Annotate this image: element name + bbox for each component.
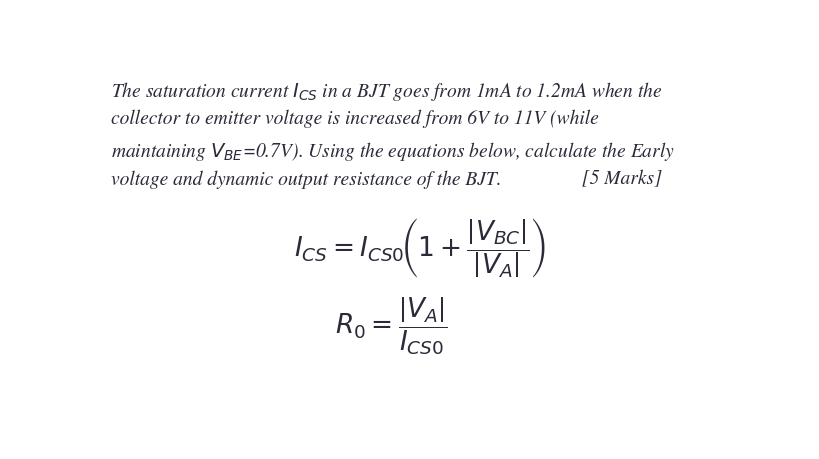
Text: voltage and dynamic output resistance of the BJT.: voltage and dynamic output resistance of… [111,170,501,188]
Text: [5 Marks]: [5 Marks] [581,170,661,188]
Text: maintaining $V_{BE}$=0.7V). Using the equations below, calculate the Early: maintaining $V_{BE}$=0.7V). Using the eq… [111,140,675,163]
Text: collector to emitter voltage is increased from 6V to 11V (while: collector to emitter voltage is increase… [111,110,599,128]
Text: $R_0 = \dfrac{\left|V_A\right|}{I_{CS0}}$: $R_0 = \dfrac{\left|V_A\right|}{I_{CS0}}… [335,295,447,356]
Text: $I_{CS} = I_{CS0}\!\left(1+\dfrac{\left|V_{BC}\right|}{\left|V_A\right|}\right)$: $I_{CS} = I_{CS0}\!\left(1+\dfrac{\left|… [293,216,546,280]
Text: The saturation current $I_{CS}$ in a BJT goes from 1mA to 1.2mA when the: The saturation current $I_{CS}$ in a BJT… [111,80,662,103]
